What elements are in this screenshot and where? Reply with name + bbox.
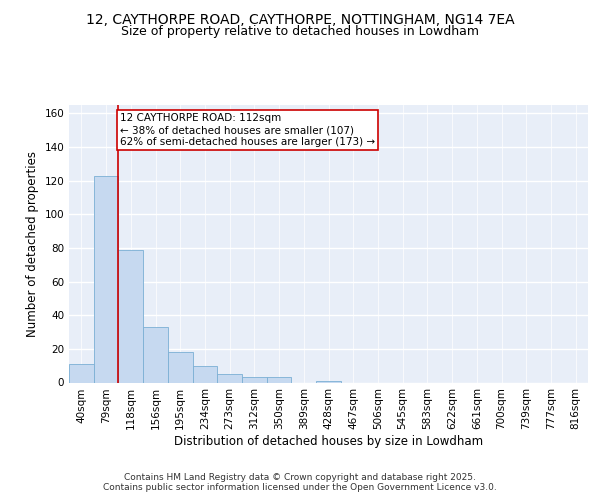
Bar (143, 327, 168, 382)
Text: Size of property relative to detached houses in Lowdham: Size of property relative to detached ho… (121, 25, 479, 38)
Bar (217, 374, 242, 382)
Bar (242, 378, 267, 382)
Bar (69, 364, 94, 382)
X-axis label: Distribution of detached houses by size in Lowdham: Distribution of detached houses by size … (174, 435, 483, 448)
Bar (168, 352, 193, 382)
Bar (94, 176, 118, 382)
Y-axis label: Number of detached properties: Number of detached properties (26, 151, 39, 337)
Text: 12 CAYTHORPE ROAD: 112sqm
← 38% of detached houses are smaller (107)
62% of semi: 12 CAYTHORPE ROAD: 112sqm ← 38% of detac… (119, 114, 375, 146)
Bar (193, 366, 217, 382)
Bar (118, 250, 143, 382)
Text: Contains HM Land Registry data © Crown copyright and database right 2025.
Contai: Contains HM Land Registry data © Crown c… (103, 473, 497, 492)
Bar (267, 378, 292, 382)
Text: 12, CAYTHORPE ROAD, CAYTHORPE, NOTTINGHAM, NG14 7EA: 12, CAYTHORPE ROAD, CAYTHORPE, NOTTINGHA… (86, 12, 514, 26)
Bar (316, 381, 341, 382)
